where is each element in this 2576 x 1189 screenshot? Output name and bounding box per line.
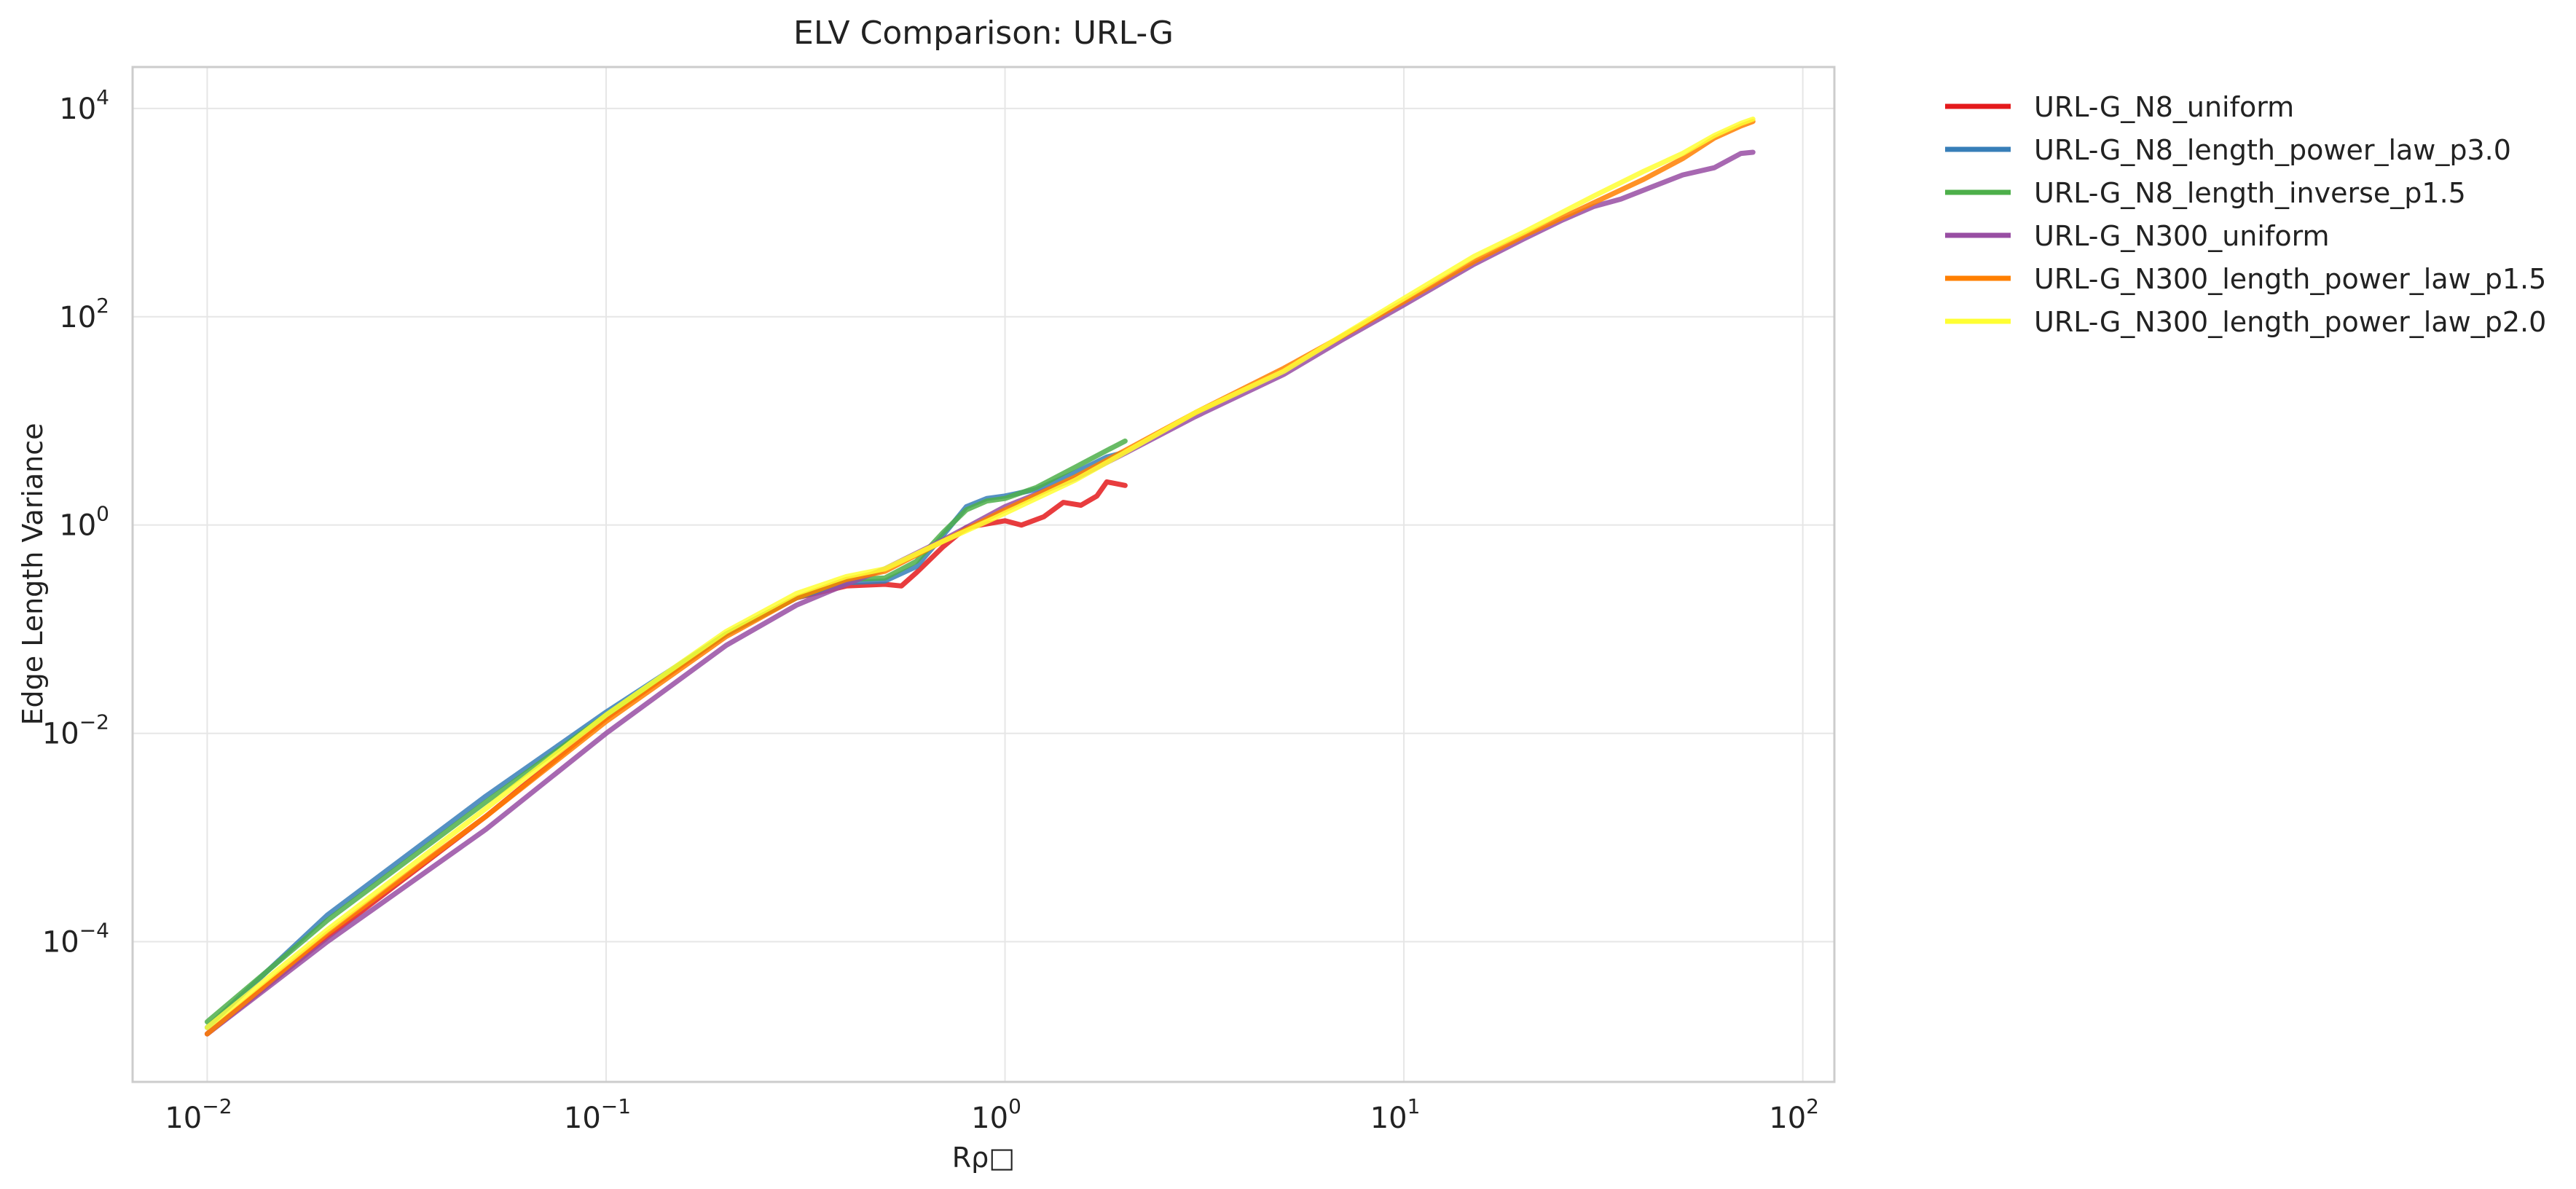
series-line-6: [204, 117, 1756, 1030]
series-line-5: [204, 119, 1756, 1037]
y-tick-label: 104: [59, 85, 109, 126]
x-tick-base: 10: [564, 1102, 601, 1135]
y-tick-label: 102: [59, 294, 109, 334]
y-tick-exponent: −4: [79, 918, 109, 942]
legend: URL-G_N8_uniform URL-G_N8_length_power_la…: [1945, 91, 2546, 338]
series-line-4: [204, 149, 1756, 1037]
grid: [133, 67, 1834, 1082]
y-tick-base: 10: [59, 301, 96, 334]
legend-label: URL-G_N300_uniform: [2034, 220, 2330, 252]
x-tick-exponent: 0: [1008, 1094, 1021, 1118]
x-tick-exponent: −2: [202, 1094, 232, 1118]
x-tick-label: 10−1: [564, 1094, 631, 1135]
plot-area: [131, 66, 1836, 1083]
chart-title: ELV Comparison: URL-G: [793, 15, 1174, 52]
x-tick-label: 101: [1370, 1094, 1421, 1135]
x-tick-base: 10: [1769, 1102, 1806, 1135]
y-tick-exponent: 4: [96, 85, 109, 109]
x-tick-base: 10: [1370, 1102, 1407, 1135]
y-tick-label: 10−4: [42, 918, 109, 959]
series-lines: [204, 117, 1756, 1037]
y-tick-base: 10: [59, 509, 96, 543]
series-line-2: [204, 450, 1128, 1030]
series-line-1: [204, 479, 1128, 1037]
legend-label: URL-G_N300_length_power_law_p1.5: [2034, 263, 2546, 295]
x-tick-exponent: −1: [601, 1094, 631, 1118]
legend-label: URL-G_N8_length_power_law_p3.0: [2034, 134, 2511, 166]
y-tick-exponent: −2: [79, 710, 109, 734]
y-tick-base: 10: [42, 718, 79, 751]
x-tick-exponent: 2: [1806, 1094, 1819, 1118]
y-tick-label: 10−2: [42, 710, 109, 751]
legend-label: URL-G_N300_length_power_law_p2.0: [2034, 306, 2546, 338]
x-tick-base: 10: [165, 1102, 202, 1135]
series-line-3: [204, 438, 1128, 1024]
y-tick-exponent: 0: [96, 502, 109, 526]
x-tick-exponent: 1: [1407, 1094, 1421, 1118]
legend-label: URL-G_N8_length_inverse_p1.5: [2034, 177, 2466, 209]
x-tick-label: 100: [971, 1094, 1021, 1135]
x-tick-base: 10: [971, 1102, 1008, 1135]
y-tick-base: 10: [42, 925, 79, 959]
x-tick-label: 10−2: [165, 1094, 232, 1135]
x-tick-label: 102: [1769, 1094, 1819, 1135]
y-tick-exponent: 2: [96, 294, 109, 318]
legend-label: URL-G_N8_uniform: [2034, 91, 2294, 123]
y-tick-label: 100: [59, 502, 109, 543]
y-axis-label: Edge Length Variance: [17, 423, 49, 725]
x-axis-label: Rρ□: [952, 1142, 1015, 1174]
y-tick-base: 10: [59, 93, 96, 126]
